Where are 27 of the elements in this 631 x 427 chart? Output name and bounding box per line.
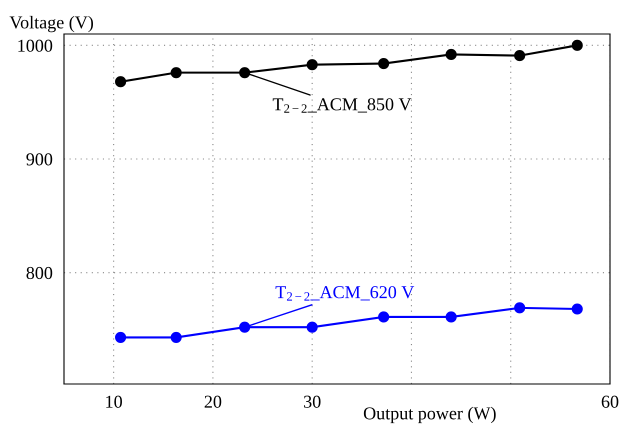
point	[170, 332, 182, 343]
annotation: T$_{2−2}$_ACM_850 V	[272, 98, 412, 113]
y-tick-label: 1000	[18, 40, 52, 52]
point	[170, 67, 182, 78]
point	[239, 322, 250, 333]
point	[115, 332, 126, 343]
point	[306, 59, 318, 70]
point	[446, 311, 457, 323]
point	[378, 311, 390, 323]
x-axis-title: Output power (W)	[364, 406, 496, 424]
x-tick-label: 60	[602, 396, 618, 408]
point	[446, 48, 457, 60]
y-axis-title: Voltage (V)	[10, 16, 94, 32]
x-tick-label: 10	[106, 396, 122, 408]
point	[572, 303, 583, 315]
annotation: T$_{2−2}$_ACM_620 V	[276, 286, 414, 301]
y-tick-label: 900	[26, 153, 52, 166]
point	[378, 58, 390, 70]
point	[306, 322, 318, 333]
point	[572, 40, 583, 51]
y-tick-label: 800	[26, 266, 52, 280]
x-tick-label: 30	[304, 396, 321, 408]
point	[115, 76, 126, 88]
x-tick-label: 20	[204, 396, 222, 408]
point	[514, 302, 526, 314]
point	[514, 50, 526, 62]
point	[239, 67, 250, 78]
